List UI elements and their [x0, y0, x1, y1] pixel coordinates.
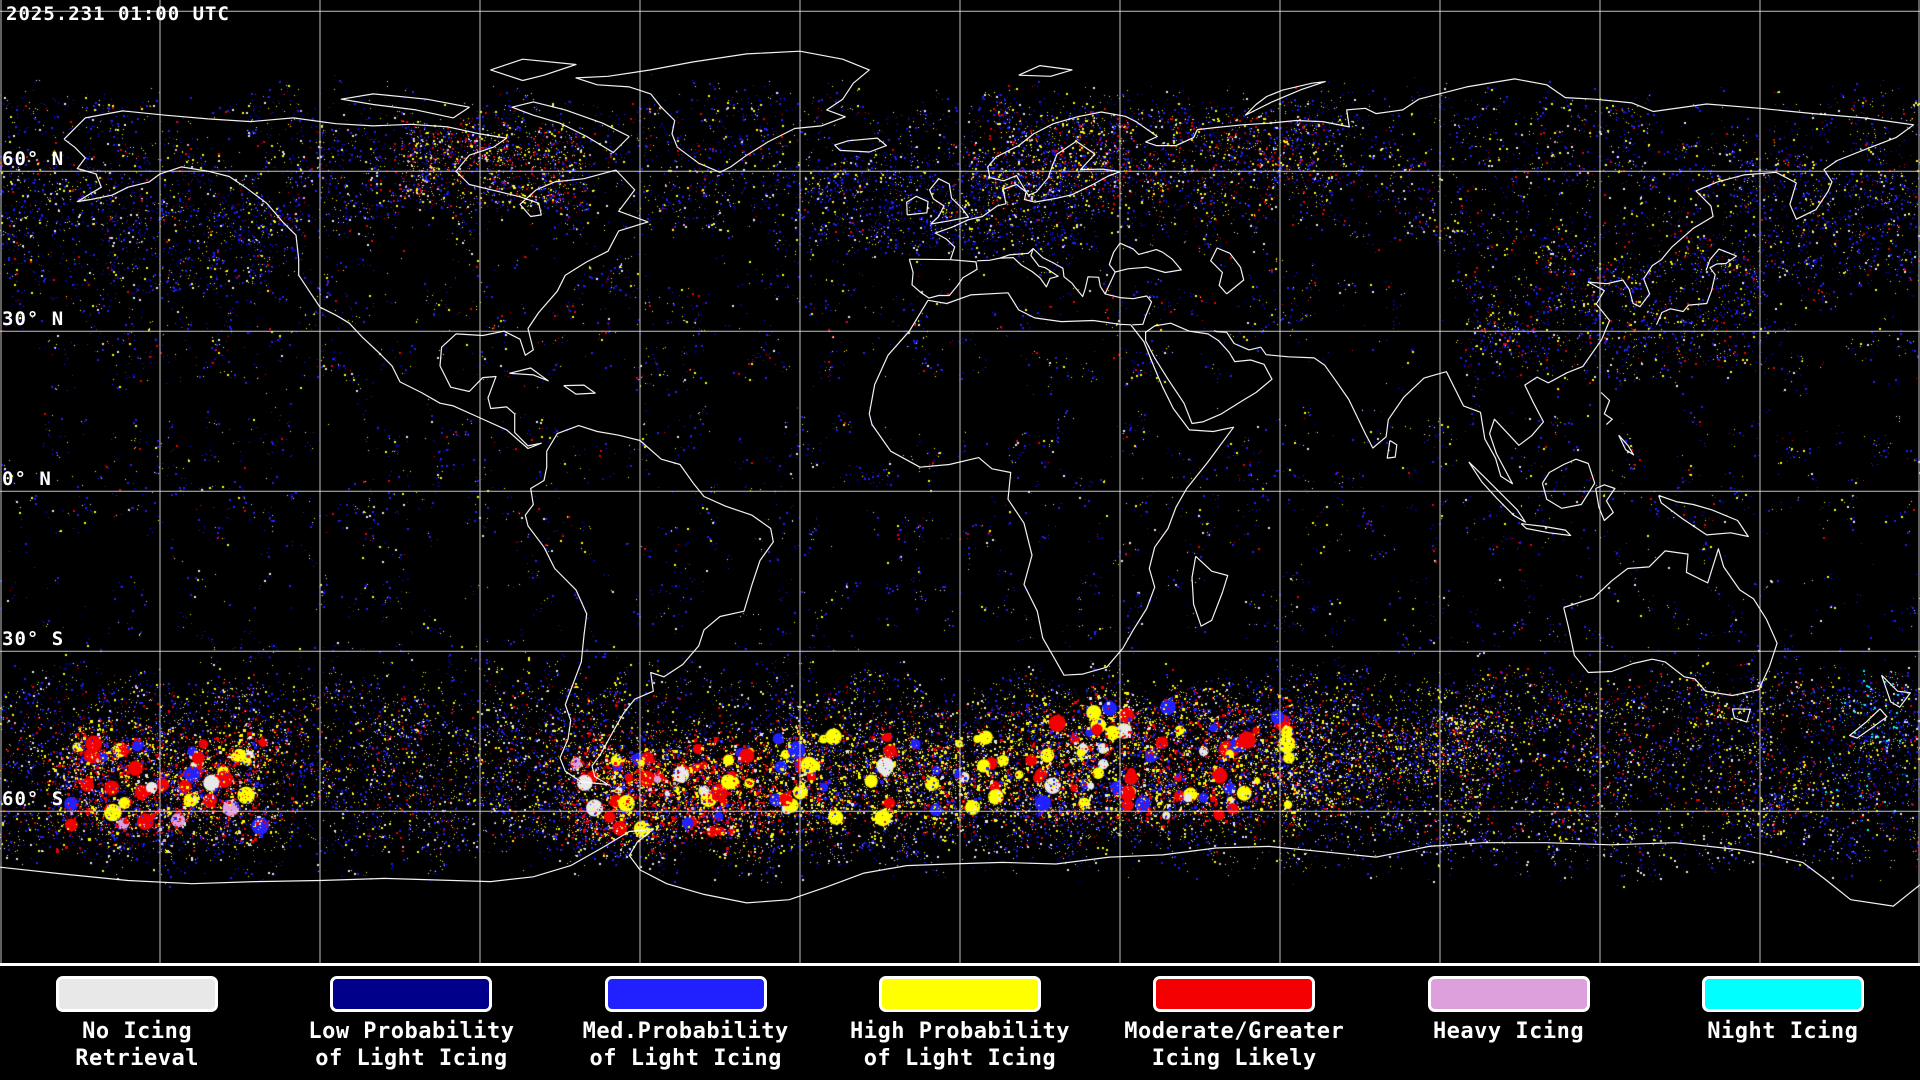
legend-item-heavy-icing: Heavy Icing	[1371, 976, 1645, 1080]
legend-label-med-prob-light-icing: Med.Probability of Light Icing	[582, 1019, 789, 1071]
timestamp: 2025.231 01:00 UTC	[6, 3, 230, 25]
legend-item-med-prob-light-icing: Med.Probability of Light Icing	[549, 976, 823, 1080]
legend-swatch-no-icing-retrieval	[56, 976, 219, 1012]
legend-swatch-moderate-greater-icing	[1153, 976, 1316, 1012]
legend-item-no-icing-retrieval: No Icing Retrieval	[0, 976, 274, 1080]
legend-label-no-icing-retrieval: No Icing Retrieval	[75, 1019, 199, 1071]
legend-swatch-night-icing	[1701, 976, 1864, 1012]
legend-swatch-high-prob-light-icing	[878, 976, 1041, 1012]
legend-label-low-prob-light-icing: Low Probability of Light Icing	[308, 1019, 515, 1071]
legend-swatch-heavy-icing	[1427, 976, 1590, 1012]
map-overlay	[0, 0, 1920, 963]
latitude-label: 0° N	[2, 468, 52, 491]
graticule-grid	[0, 0, 1920, 963]
latitude-label: 60° S	[2, 788, 65, 811]
legend-item-night-icing: Night Icing	[1646, 976, 1920, 1080]
map-bottom-border	[0, 963, 1920, 966]
legend-swatch-low-prob-light-icing	[330, 976, 493, 1012]
legend-swatch-med-prob-light-icing	[604, 976, 767, 1012]
legend-item-low-prob-light-icing: Low Probability of Light Icing	[274, 976, 548, 1080]
legend-item-moderate-greater-icing: Moderate/Greater Icing Likely	[1097, 976, 1371, 1080]
legend: No Icing Retrieval Low Probability of Light…	[0, 966, 1920, 1080]
legend-label-high-prob-light-icing: High Probability of Light Icing	[850, 1019, 1070, 1071]
world-icing-map: 2025.231 01:00 UTC 60° N 30° N 0° N 30° S 60…	[0, 0, 1920, 963]
legend-item-high-prob-light-icing: High Probability of Light Icing	[823, 976, 1097, 1080]
latitude-label: 30° S	[2, 628, 65, 651]
latitude-label: 60° N	[2, 148, 65, 171]
coastlines	[0, 50, 1920, 907]
latitude-label: 30° N	[2, 308, 65, 331]
legend-label-night-icing: Night Icing	[1707, 1019, 1859, 1044]
legend-label-moderate-greater-icing: Moderate/Greater Icing Likely	[1124, 1019, 1345, 1071]
legend-label-heavy-icing: Heavy Icing	[1432, 1019, 1585, 1044]
